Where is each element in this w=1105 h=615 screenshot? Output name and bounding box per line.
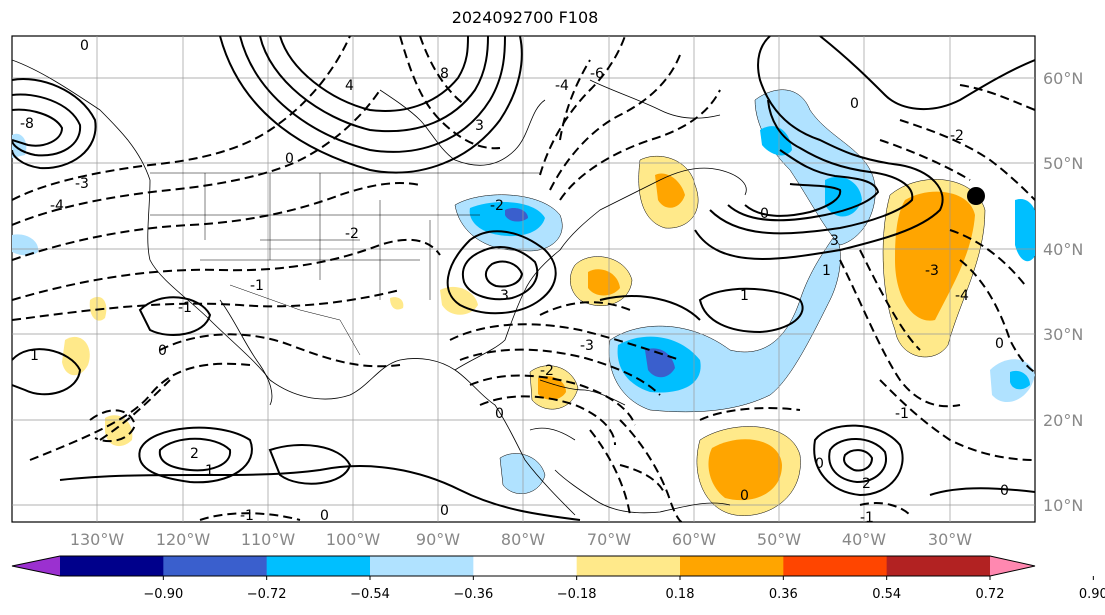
contour-label: 0 <box>1000 483 1009 499</box>
map-frame <box>11 35 1036 523</box>
colorbar-bin <box>163 556 268 576</box>
colorbar-bin <box>266 556 371 576</box>
colorbar-bin <box>370 556 474 576</box>
contour-label: 8 <box>440 66 449 82</box>
colorbar-tick-label: 0.54 <box>872 587 901 602</box>
borders <box>150 172 540 356</box>
contour-label: -1 <box>860 510 874 526</box>
contour-label: -3 <box>75 176 89 192</box>
contour-label: 0 <box>80 38 89 54</box>
lon-label: 50°W <box>757 530 801 549</box>
storm-location-dot <box>967 187 985 205</box>
contour-label: -3 <box>925 263 939 279</box>
lon-label: 70°W <box>587 530 631 549</box>
colorbar-tick-label: −0.54 <box>350 587 390 602</box>
longitude-labels: 130°W 120°W 110°W 100°W 90°W 80°W 70°W 6… <box>70 530 972 549</box>
contour-label: 0 <box>815 456 824 472</box>
colorbar-tick-label: 0.18 <box>666 587 695 602</box>
contour-label: 1 <box>205 463 214 479</box>
contour-label: 0 <box>285 151 294 167</box>
positive-contours <box>12 36 1035 521</box>
contour-label: 4 <box>345 78 354 94</box>
lon-label: 80°W <box>501 530 545 549</box>
latitude-labels: 60°N 50°N 40°N 30°N 20°N 10°N <box>1043 69 1083 515</box>
colorbar-tick-label: −0.36 <box>453 587 493 602</box>
colorbar-tick-label: −0.72 <box>247 587 287 602</box>
contour-label: 0 <box>740 488 749 504</box>
lon-label: 40°W <box>842 530 886 549</box>
contour-label: -8 <box>20 116 34 132</box>
chart-title: 2024092700 F108 <box>451 8 599 27</box>
lon-label: 120°W <box>156 530 211 549</box>
contour-label: -4 <box>50 198 64 214</box>
colorbar-extend-low <box>12 556 60 576</box>
colorbar-outline <box>11 555 1036 577</box>
contour-label: -1 <box>895 406 909 422</box>
contour-label: 0 <box>320 508 329 524</box>
contour-label: -1 <box>240 508 254 524</box>
contour-label: -4 <box>555 78 569 94</box>
colorbar-bin <box>473 556 578 576</box>
contour-label: 0 <box>440 503 449 519</box>
negative-contours <box>12 36 1035 522</box>
contour-labels: 0 -8 -3 -4 0 4 8 3 -4 -6 -2 -1 -1 0 1 2 … <box>20 38 1009 526</box>
lat-label: 50°N <box>1043 154 1083 173</box>
colorbar-tick-label: −0.18 <box>557 587 597 602</box>
contour-label: -2 <box>490 198 504 214</box>
colorbar-tick-label: 0.90 <box>1079 587 1105 602</box>
lat-label: 30°N <box>1043 325 1083 344</box>
contour-label: 3 <box>830 233 839 249</box>
colorbar-bin <box>576 556 681 576</box>
contour-label: -1 <box>178 300 192 316</box>
lon-label: 110°W <box>241 530 296 549</box>
contour-label: 0 <box>995 336 1004 352</box>
colorbar-tick-label: −0.90 <box>143 587 183 602</box>
contour-label: -2 <box>950 128 964 144</box>
lon-label: 60°W <box>672 530 716 549</box>
contour-label: 2 <box>190 446 199 462</box>
colorbar-bin <box>680 556 784 576</box>
contour-label: 1 <box>822 263 831 279</box>
contour-label: 3 <box>500 288 509 304</box>
colorbar-bin <box>886 556 991 576</box>
contour-label: 0 <box>850 96 859 112</box>
contour-label: 3 <box>475 118 484 134</box>
colorbar-tick-label: 0.36 <box>769 587 798 602</box>
shaded-fields <box>12 89 1035 516</box>
coastlines <box>12 59 747 516</box>
contour-label: -6 <box>590 66 604 82</box>
colorbar-tick-label: 0.72 <box>976 587 1005 602</box>
lat-label: 40°N <box>1043 240 1083 259</box>
lat-label: 20°N <box>1043 411 1083 430</box>
lon-label: 30°W <box>928 530 972 549</box>
contour-label: 1 <box>740 288 749 304</box>
lat-label: 10°N <box>1043 496 1083 515</box>
contour-label: 1 <box>30 348 39 364</box>
contour-label: 0 <box>760 206 769 222</box>
graticule <box>12 36 1035 522</box>
colorbar: −0.90 −0.72 −0.54 −0.36 −0.18 0.18 0.36 0.54 0.7… <box>11 555 1105 602</box>
lon-label: 130°W <box>70 530 125 549</box>
contour-label: 0 <box>495 406 504 422</box>
lon-label: 100°W <box>326 530 381 549</box>
contour-label: -4 <box>955 288 969 304</box>
lat-label: 60°N <box>1043 69 1083 88</box>
contour-label: -1 <box>250 278 264 294</box>
contour-label: -2 <box>540 363 554 379</box>
colorbar-bin <box>783 556 888 576</box>
colorbar-bin <box>60 556 164 576</box>
contour-label: -2 <box>345 226 359 242</box>
contour-label: 0 <box>158 343 167 359</box>
colorbar-extend-high <box>990 556 1035 576</box>
contour-label: -3 <box>580 338 594 354</box>
lon-label: 90°W <box>416 530 460 549</box>
contour-label: 2 <box>862 476 871 492</box>
